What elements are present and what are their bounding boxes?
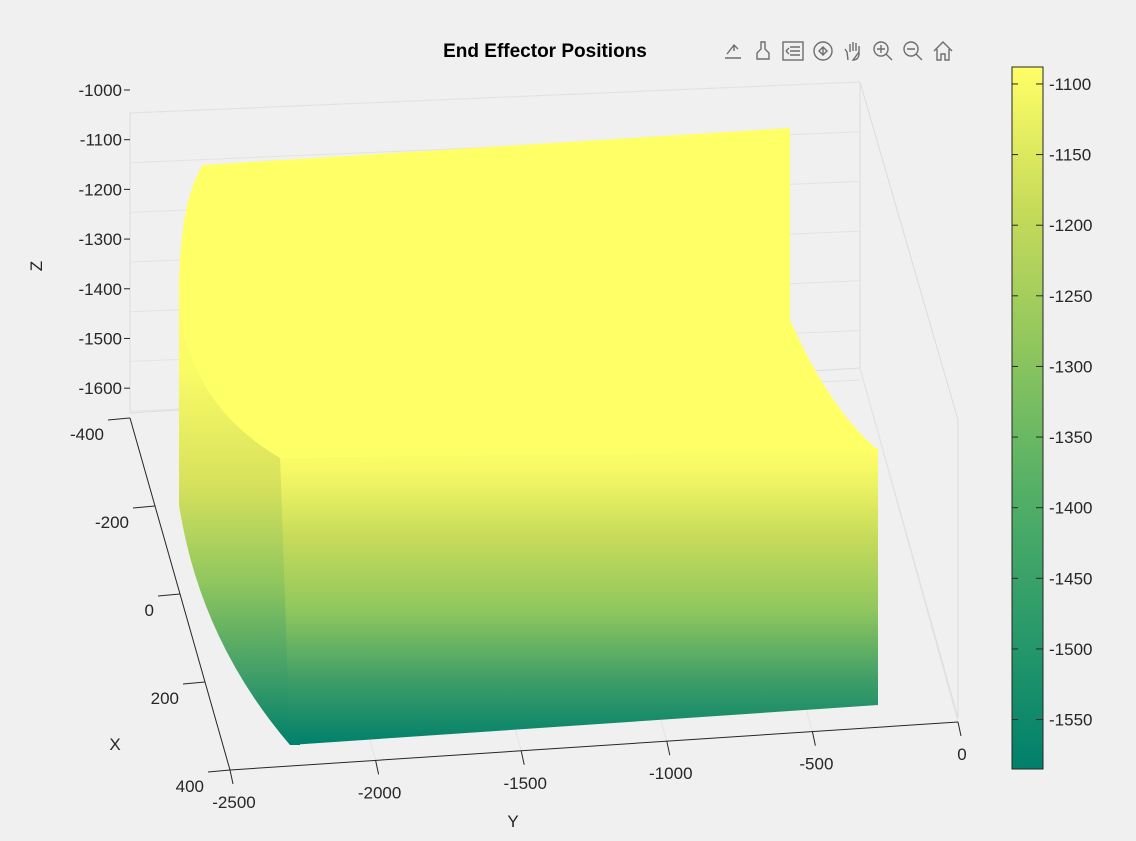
y-tick: [957, 721, 962, 737]
export-icon[interactable]: [722, 40, 744, 62]
home-icon-hit: [932, 40, 954, 62]
home-icon-glyph: [933, 41, 953, 61]
colorbar-labels: -1100 -1150 -1200 -1250 -1300 -1350 -1400 -1450…: [1049, 75, 1092, 730]
zoom-out-icon[interactable]: [903, 41, 923, 61]
brush-icon-glyph: [756, 41, 770, 60]
data-front-face: [280, 448, 878, 745]
y-gridline: [859, 367, 959, 723]
y-tick-label: -2500: [212, 793, 255, 812]
z-tick-label: -1000: [79, 81, 122, 100]
colorbar-tick-label: -1400: [1049, 499, 1092, 518]
z-tick-label: -1600: [79, 379, 122, 398]
x-tick-label: -400: [70, 425, 104, 444]
z-gridline: [129, 81, 861, 114]
y-tick: [520, 750, 525, 765]
home-icon[interactable]: [932, 40, 954, 62]
y-tick-label: 0: [957, 745, 966, 764]
x-tick-label: 200: [151, 689, 179, 708]
y-tick: [666, 741, 671, 756]
colorbar-strip: [1011, 66, 1044, 770]
x-tick: [132, 505, 156, 509]
rotate-icon-glyph: [818, 46, 828, 56]
y-tick: [229, 769, 234, 785]
x-tick: [182, 681, 206, 685]
colorbar-tick-label: -1150: [1049, 146, 1091, 165]
colorbar-tick-label: -1500: [1049, 640, 1092, 659]
y-tick: [375, 760, 380, 775]
colorbar-tick-label: -1300: [1049, 357, 1092, 376]
y-tick: [811, 731, 816, 746]
legend-icon-hit: [782, 41, 804, 61]
z-tick-label: -1400: [79, 280, 122, 299]
x-tick-label: 0: [145, 601, 154, 620]
z-tick-label: -1100: [80, 131, 122, 150]
y-tick-label: -500: [799, 755, 833, 774]
colorbar-tick-label: -1450: [1049, 569, 1092, 588]
rotate-icon[interactable]: [813, 41, 833, 61]
y-axis-label: Y: [507, 812, 518, 831]
colorbar-tick-label: -1250: [1049, 287, 1092, 306]
zoom-in-icon-glyph: [877, 45, 893, 61]
colorbar-ticks: [1012, 83, 1043, 721]
colorbar-tick-label: -1200: [1049, 216, 1092, 235]
z-tick-label: -1300: [79, 230, 122, 249]
x-tick-label: 400: [176, 777, 204, 796]
z-axis-label: Z: [27, 261, 46, 271]
chart-title: End Effector Positions: [443, 41, 647, 62]
z-tick-label: -1200: [79, 180, 122, 199]
y-tick-label: -1500: [503, 774, 546, 793]
brush-icon[interactable]: [752, 40, 774, 62]
y-tick-label: -2000: [358, 783, 401, 802]
zoom-in-icon[interactable]: [873, 41, 893, 61]
data-top-face: [179, 128, 878, 458]
pan-icon[interactable]: [842, 40, 864, 62]
x-tick: [207, 769, 231, 773]
tick-marks: [107, 89, 962, 785]
x-tick-label: -200: [95, 513, 129, 532]
z-tick-label: -1500: [79, 329, 122, 348]
tick-labels: -1000 -1100 -1200 -1300 -1400 -1500 -1600 -400 -…: [70, 81, 967, 812]
export-icon-glyph: [725, 43, 741, 59]
legend-icon-glyph: [785, 46, 800, 56]
legend-icon[interactable]: [782, 41, 804, 61]
rotate-icon-ring: [813, 41, 833, 61]
colorbar-tick-label: -1550: [1049, 711, 1092, 730]
zoom-out-icon-glyph: [907, 48, 923, 61]
x-tick: [157, 593, 181, 597]
colorbar: -1100 -1150 -1200 -1250 -1300 -1350 -1400 -1450…: [1011, 66, 1092, 770]
pan-icon-glyph: [844, 42, 860, 61]
box-edge: [859, 81, 959, 421]
zoom-in-icon-lens: [873, 41, 889, 57]
zoom-out-icon-lens: [903, 41, 919, 57]
axes-toolbar: [722, 40, 954, 62]
colorbar-tick-label: -1100: [1049, 75, 1091, 94]
y-axis-line: [229, 721, 959, 771]
data-points: [179, 128, 878, 745]
x-axis-label: X: [109, 735, 120, 754]
colorbar-tick-label: -1350: [1049, 428, 1092, 447]
x-tick: [107, 417, 131, 421]
y-tick-label: -1000: [649, 764, 692, 783]
